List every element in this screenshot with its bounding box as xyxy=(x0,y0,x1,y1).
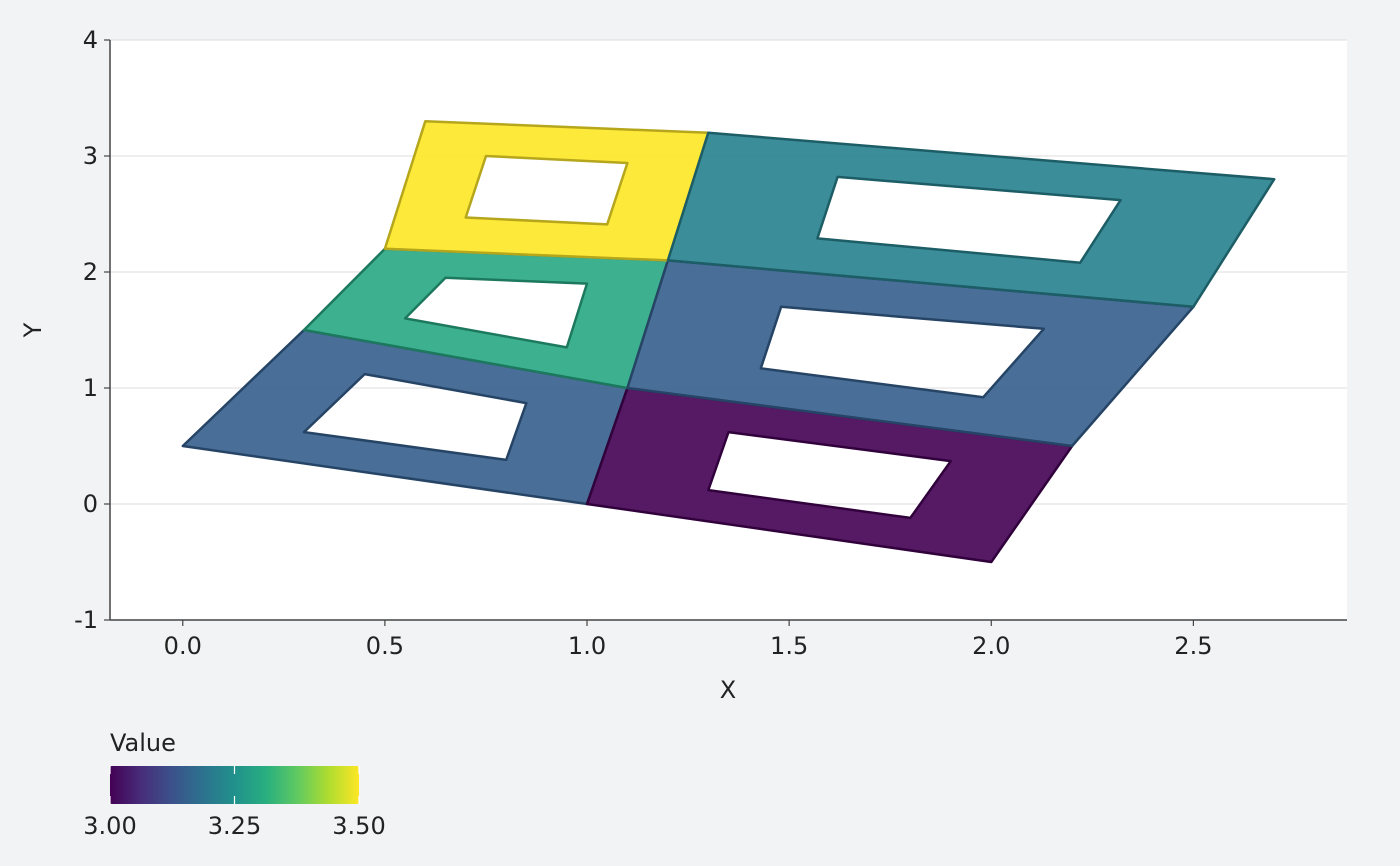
y-tick-label: 4 xyxy=(83,26,98,54)
y-tick-label: -1 xyxy=(74,606,98,634)
colorbar-tick-label: 3.50 xyxy=(332,812,385,840)
x-tick-label: 2.0 xyxy=(972,632,1010,660)
colorbar-ticks: 3.00 3.25 3.50 xyxy=(83,766,386,840)
polygons xyxy=(181,119,1276,564)
colorbar-gradient xyxy=(110,766,359,804)
x-axis-ticks: 0.0 0.5 1.0 1.5 2.0 2.5 xyxy=(164,620,1212,660)
x-tick-label: 1.5 xyxy=(770,632,808,660)
x-tick-label: 2.5 xyxy=(1174,632,1212,660)
x-tick-label: 0.0 xyxy=(164,632,202,660)
y-tick-label: 3 xyxy=(83,142,98,170)
y-tick-label: 2 xyxy=(83,258,98,286)
colorbar-tick-label: 3.25 xyxy=(208,812,261,840)
x-tick-label: 0.5 xyxy=(366,632,404,660)
y-axis-ticks: -1 0 1 2 3 4 xyxy=(74,26,110,634)
y-tick-label: 1 xyxy=(83,374,98,402)
colorbar-title: Value xyxy=(110,729,176,757)
x-axis-label: X xyxy=(720,676,736,704)
polygon-2 xyxy=(585,386,1074,564)
colorbar-tick-label: 3.00 xyxy=(83,812,136,840)
y-tick-label: 0 xyxy=(83,490,98,518)
x-tick-label: 1.0 xyxy=(568,632,606,660)
colorbar: Value 3.00 3.25 3.50 xyxy=(83,729,385,840)
polygon-6 xyxy=(666,131,1276,309)
y-axis-label: Y xyxy=(19,322,47,338)
